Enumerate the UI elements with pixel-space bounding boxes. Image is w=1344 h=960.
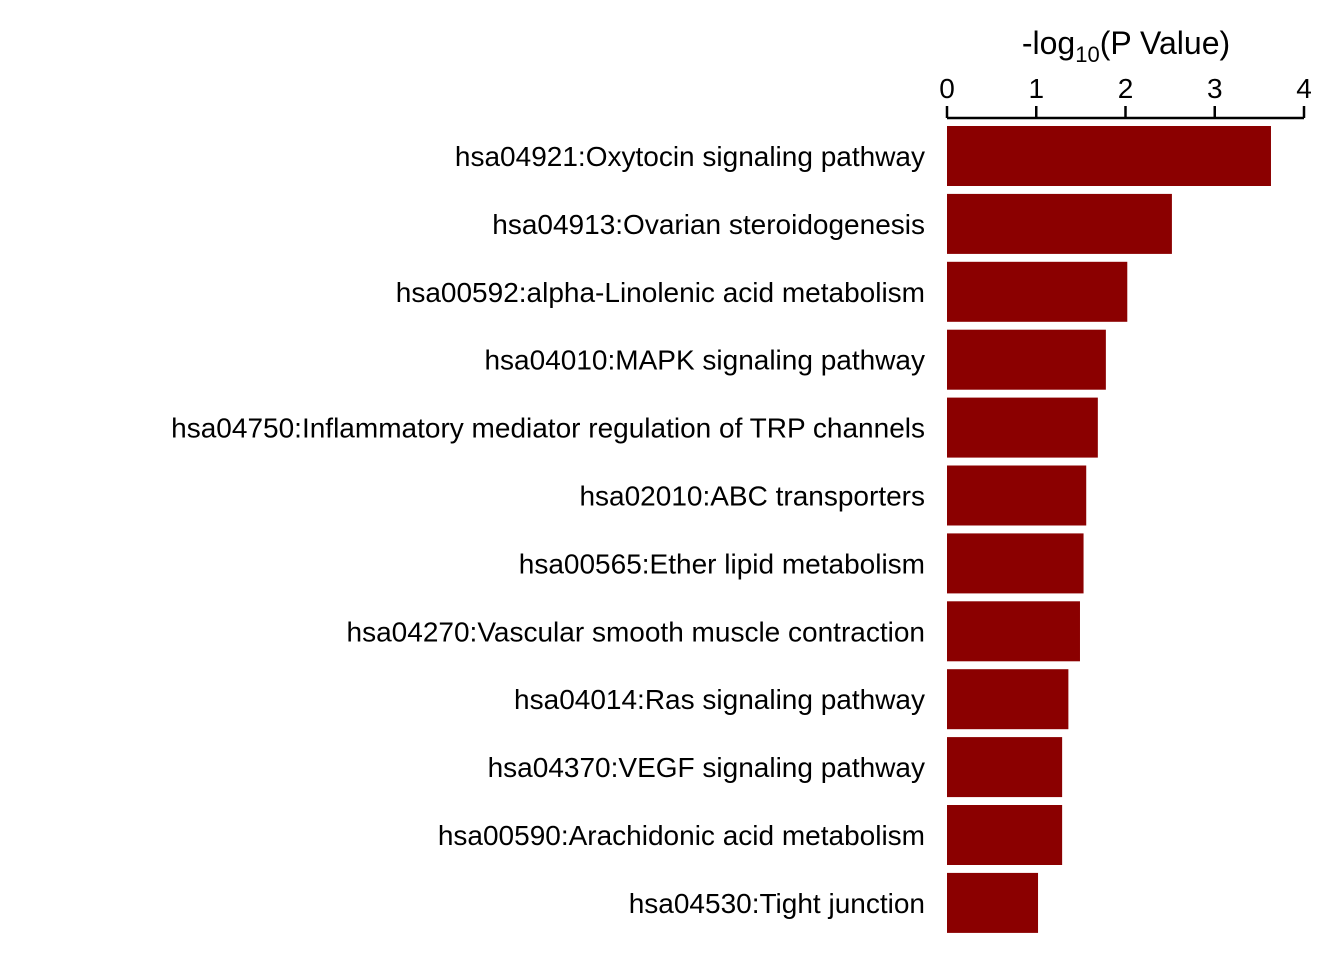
- x-axis-title-prefix: -log: [1022, 25, 1075, 61]
- category-label: hsa04370:VEGF signaling pathway: [488, 752, 925, 783]
- x-tick-label: 3: [1207, 73, 1223, 104]
- bar: [947, 126, 1271, 186]
- category-labels: hsa04921:Oxytocin signaling pathway hsa04…: [171, 141, 925, 919]
- category-label: hsa04921:Oxytocin signaling pathway: [455, 141, 925, 172]
- category-label: hsa04014:Ras signaling pathway: [514, 684, 925, 715]
- bar: [947, 261, 1128, 322]
- category-label: hsa04530:Tight junction: [629, 888, 925, 919]
- bar: [947, 737, 1063, 798]
- x-tick-label: 2: [1118, 73, 1134, 104]
- category-label: hsa04270:Vascular smooth muscle contract…: [347, 616, 925, 647]
- bars: [947, 126, 1271, 933]
- category-label: hsa00592:alpha-Linolenic acid metabolism: [396, 277, 925, 308]
- bar: [947, 329, 1106, 390]
- bar: [947, 533, 1084, 594]
- x-axis-title: -log10(P Value): [1022, 25, 1230, 67]
- category-label: hsa00565:Ether lipid metabolism: [519, 548, 925, 579]
- category-label: hsa04913:Ovarian steroidogenesis: [492, 209, 925, 240]
- x-tick-label: 0: [939, 73, 955, 104]
- category-label: hsa04750:Inflammatory mediator regulatio…: [171, 413, 925, 444]
- x-axis: 0 1 2 3 4: [939, 73, 1312, 120]
- bar: [947, 465, 1087, 526]
- category-label: hsa00590:Arachidonic acid metabolism: [438, 820, 925, 851]
- bar: [947, 193, 1172, 254]
- x-axis-title-subscript: 10: [1075, 42, 1099, 67]
- bar: [947, 397, 1098, 458]
- x-axis-title-suffix: (P Value): [1100, 25, 1230, 61]
- category-label: hsa04010:MAPK signaling pathway: [484, 345, 925, 376]
- category-label: hsa02010:ABC transporters: [579, 481, 925, 512]
- bar: [947, 669, 1069, 730]
- bar: [947, 805, 1063, 865]
- x-tick-label: 4: [1296, 73, 1312, 104]
- x-tick-label: 1: [1028, 73, 1044, 104]
- bar: [947, 872, 1039, 933]
- bar: [947, 601, 1080, 662]
